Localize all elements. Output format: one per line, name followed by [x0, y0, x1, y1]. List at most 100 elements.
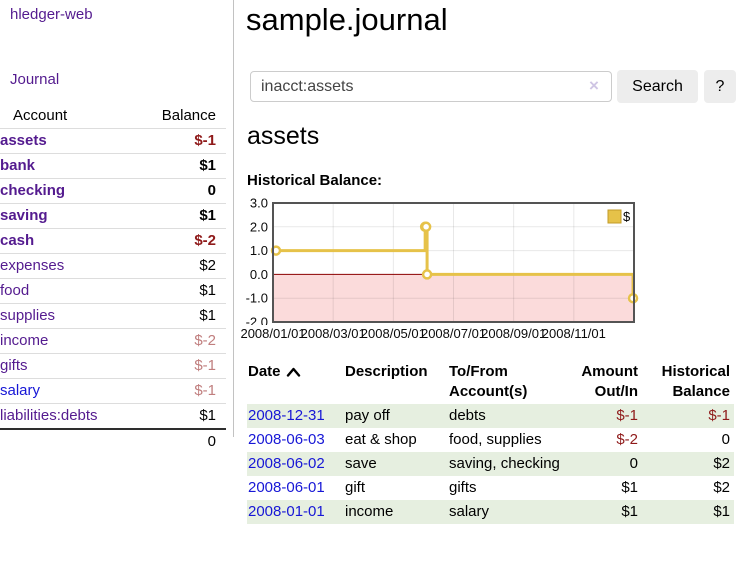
chart-title: Historical Balance:: [247, 172, 383, 189]
account-row: gifts $-1: [0, 353, 226, 379]
account-row: salary $-1: [0, 378, 226, 404]
account-link-cash[interactable]: cash: [0, 232, 35, 249]
account-link-checking[interactable]: checking: [0, 182, 66, 199]
transaction-balance: $1: [713, 503, 730, 520]
accounts-table-header: Account Balance: [0, 104, 226, 129]
account-link-saving[interactable]: saving: [0, 207, 48, 224]
balance-chart: $3.0 2.0 1.0 0.0 -1.0 -2.0: [246, 196, 639, 326]
account-row: income $-2: [0, 328, 226, 354]
account-link-bank[interactable]: bank: [0, 157, 36, 174]
transaction-date-link[interactable]: 2008-06-01: [248, 479, 325, 496]
account-balance: $1: [199, 207, 216, 224]
account-row: saving $1: [0, 203, 226, 229]
transaction-balance: 0: [721, 431, 730, 448]
accounts-table: Account Balance assets $-1 bank $1 check…: [0, 104, 226, 454]
account-link-liabilities-debts[interactable]: liabilities:debts: [0, 407, 98, 424]
account-row: supplies $1: [0, 303, 226, 329]
transaction-accounts: salary: [449, 503, 490, 520]
account-balance: $-2: [194, 232, 216, 249]
svg-text:3.0: 3.0: [250, 196, 268, 211]
transaction-description: income: [345, 503, 394, 520]
balance-column-header: Historical Balance: [661, 363, 730, 400]
chart-x-tick-label: 2008/01/01: [240, 326, 306, 341]
account-link-supplies[interactable]: supplies: [0, 307, 56, 324]
chart-x-tick-label: 2008/11/01: [541, 326, 606, 341]
transaction-balance: $-1: [708, 407, 730, 424]
account-link-assets[interactable]: assets: [0, 132, 47, 149]
accounts-column-header: Account: [13, 107, 68, 124]
transaction-amount: $1: [621, 503, 638, 520]
account-balance: $1: [199, 407, 216, 424]
search-button[interactable]: Search: [617, 70, 698, 103]
app-brand-link[interactable]: hledger-web: [10, 6, 93, 23]
account-balance: $1: [199, 282, 216, 299]
transaction-amount: $1: [621, 479, 638, 496]
transaction-description: eat & shop: [345, 431, 417, 448]
account-row: liabilities:debts $1: [0, 403, 226, 430]
transaction-accounts: gifts: [449, 479, 477, 496]
account-balance: $2: [199, 257, 216, 274]
svg-text:$: $: [623, 209, 631, 224]
account-balance: $-1: [194, 357, 216, 374]
chart-x-tick-label: 2008/07/01: [420, 326, 487, 341]
transaction-description: gift: [345, 479, 366, 496]
chart-x-tick-label: 2008/03/01: [300, 326, 366, 341]
accounts-total: 0: [207, 433, 216, 450]
amount-column-header: Amount Out/In: [581, 363, 638, 400]
transaction-amount: 0: [629, 455, 638, 472]
transaction-amount: $-1: [616, 407, 638, 424]
transaction-description: save: [345, 455, 377, 472]
table-row: 2008-06-01 gift gifts $1 $2: [247, 476, 734, 500]
balance-column-header: Balance: [161, 107, 216, 124]
svg-text:0.0: 0.0: [250, 267, 268, 282]
transaction-date-link[interactable]: 2008-12-31: [248, 407, 325, 424]
date-column-header[interactable]: Date: [247, 360, 344, 404]
account-heading: assets: [247, 122, 320, 150]
account-row: cash $-2: [0, 228, 226, 254]
account-row: assets $-1: [0, 128, 226, 154]
account-row: checking 0: [0, 178, 226, 204]
transaction-date-link[interactable]: 2008-06-02: [248, 455, 325, 472]
accounts-column-header: To/From Account(s): [449, 363, 528, 400]
transaction-balance: $2: [713, 455, 730, 472]
description-column-header: Description: [345, 363, 428, 380]
transaction-date-link[interactable]: 2008-01-01: [248, 503, 325, 520]
svg-text:1.0: 1.0: [250, 243, 268, 258]
transaction-balance: $2: [713, 479, 730, 496]
account-link-expenses[interactable]: expenses: [0, 257, 65, 274]
sidebar-item-journal[interactable]: Journal: [10, 71, 60, 88]
clear-search-icon[interactable]: ×: [589, 76, 599, 95]
table-row: 2008-06-02 save saving, checking 0 $2: [247, 452, 734, 476]
svg-text:2.0: 2.0: [250, 219, 268, 234]
transaction-description: pay off: [345, 407, 390, 424]
register-table: Date Description To/From Account(s) Amou…: [247, 360, 734, 524]
accounts-total-row: 0: [0, 429, 226, 454]
transaction-accounts: food, supplies: [449, 431, 542, 448]
account-row: bank $1: [0, 153, 226, 179]
account-balance: $1: [199, 307, 216, 324]
account-balance: $-1: [194, 382, 216, 399]
account-balance: 0: [207, 182, 216, 199]
help-button[interactable]: ?: [704, 70, 736, 103]
table-row: 2008-12-31 pay off debts $-1 $-1: [247, 404, 734, 428]
table-row: 2008-06-03 eat & shop food, supplies $-2…: [247, 428, 734, 452]
page-title: sample.journal: [246, 2, 448, 37]
transaction-accounts: debts: [449, 407, 486, 424]
table-row: 2008-01-01 income salary $1 $1: [247, 500, 734, 524]
chart-x-tick-label: 2008/09/01: [481, 326, 547, 341]
search-input[interactable]: [250, 71, 612, 102]
transaction-accounts: saving, checking: [449, 455, 560, 472]
register-header-row: Date Description To/From Account(s) Amou…: [247, 360, 734, 404]
account-row: food $1: [0, 278, 226, 304]
sidebar: hledger-web Journal Account Balance asse…: [0, 0, 234, 450]
transaction-date-link[interactable]: 2008-06-03: [248, 431, 325, 448]
account-link-salary[interactable]: salary: [0, 382, 41, 399]
account-link-gifts[interactable]: gifts: [0, 357, 28, 374]
svg-text:-2.0: -2.0: [246, 315, 268, 326]
svg-text:-1.0: -1.0: [246, 291, 268, 306]
account-link-food[interactable]: food: [0, 282, 30, 299]
chart-x-tick-label: 2008/05/01: [360, 326, 426, 341]
account-link-income[interactable]: income: [0, 332, 49, 349]
transaction-amount: $-2: [616, 431, 638, 448]
sort-ascending-icon: [286, 367, 300, 377]
